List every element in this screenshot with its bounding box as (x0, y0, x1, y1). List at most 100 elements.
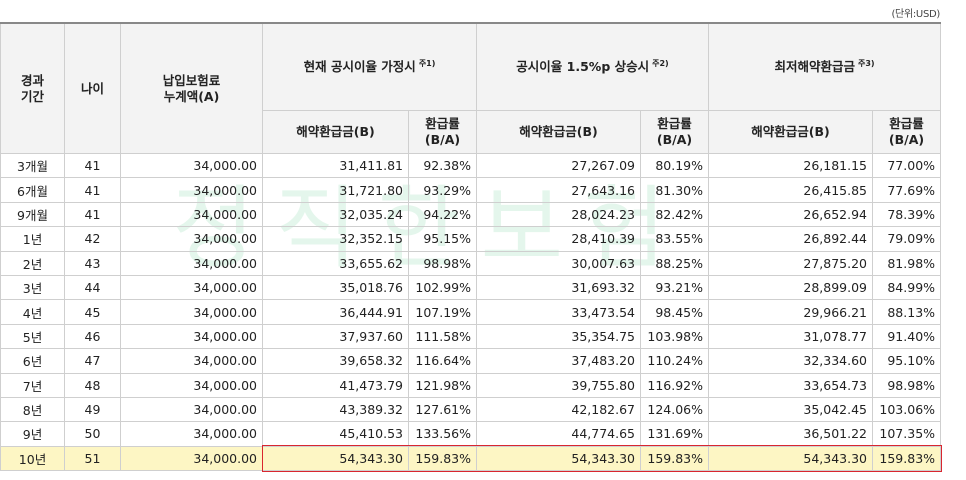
rate-current-cell: 127.61% (408, 396, 477, 423)
header-group-current: 현재 공시이율 가정시 주1) (262, 22, 477, 111)
period-cell: 5년 (0, 323, 65, 350)
header-period: 경과 기간 (0, 22, 65, 154)
rate-current-cell: 102.99% (408, 274, 477, 301)
age-cell: 41 (64, 177, 121, 203)
rate-rise-cell: 131.69% (639, 421, 710, 447)
header-rate-label: 환급률 (B/A) (424, 116, 461, 147)
rate-rise-cell: 83.55% (639, 226, 710, 252)
refund-minimum-cell: 29,966.21 (708, 299, 874, 325)
rate-current-cell: 116.64% (408, 348, 477, 374)
age-cell: 51 (64, 445, 121, 472)
group-label: 공시이율 1.5%p 상승시 (516, 59, 650, 74)
period-cell: 9년 (0, 421, 65, 447)
refund-rise-cell: 27,643.16 (476, 177, 641, 203)
refund-rise-cell: 33,473.54 (476, 299, 641, 325)
rate-current-cell: 95.15% (408, 226, 477, 252)
rate-rise-cell: 82.42% (639, 201, 710, 228)
age-cell: 46 (64, 323, 121, 350)
header-premium-label: 납입보험료 누계액(A) (162, 72, 221, 104)
age-cell: 48 (64, 372, 121, 398)
rate-minimum-cell: 159.83% (872, 445, 942, 472)
refund-current-cell: 31,411.81 (262, 152, 409, 179)
refund-minimum-cell: 28,899.09 (708, 274, 874, 301)
rate-current-cell: 98.98% (408, 250, 477, 276)
rate-current-cell: 92.38% (408, 152, 477, 179)
header-rate-label: 환급률 (B/A) (656, 116, 693, 147)
refund-minimum-cell: 33,654.73 (708, 372, 874, 398)
rate-rise-cell: 103.98% (639, 323, 710, 350)
table-row: 1년 42 34,000.00 32,352.15 95.15% 28,410.39 83.… (0, 226, 942, 252)
header-refund: 해약환급금(B) (708, 110, 874, 154)
rate-rise-cell: 88.25% (639, 250, 710, 276)
refund-table: 경과 기간 나이 납입보험료 누계액(A) 현재 공시이율 가정시 주1) 공시이… (0, 22, 942, 472)
refund-current-cell: 45,410.53 (262, 421, 409, 447)
header-premium: 납입보험료 누계액(A) (120, 22, 263, 154)
refund-minimum-cell: 31,078.77 (708, 323, 874, 350)
rate-current-cell: 93.29% (408, 177, 477, 203)
rate-minimum-cell: 81.98% (872, 250, 942, 276)
refund-rise-cell: 37,483.20 (476, 348, 641, 374)
age-cell: 49 (64, 396, 121, 423)
age-cell: 43 (64, 250, 121, 276)
refund-rise-cell: 42,182.67 (476, 396, 641, 423)
rate-current-cell: 159.83% (408, 445, 477, 472)
refund-minimum-cell: 36,501.22 (708, 421, 874, 447)
refund-minimum-cell: 26,652.94 (708, 201, 874, 228)
table-row: 6개월 41 34,000.00 31,721.80 93.29% 27,643.16 81… (0, 177, 942, 203)
age-cell: 45 (64, 299, 121, 325)
premium-cell: 34,000.00 (120, 299, 263, 325)
rate-minimum-cell: 84.99% (872, 274, 942, 301)
rate-minimum-cell: 77.69% (872, 177, 942, 203)
table-row: 9년 50 34,000.00 45,410.53 133.56% 44,774.65 13… (0, 421, 942, 447)
premium-cell: 34,000.00 (120, 226, 263, 252)
rate-minimum-cell: 78.39% (872, 201, 942, 228)
rate-minimum-cell: 103.06% (872, 396, 942, 423)
header-group-minimum: 최저해약환급금 주3) (708, 22, 942, 111)
rate-rise-cell: 81.30% (639, 177, 710, 203)
rate-minimum-cell: 98.98% (872, 372, 942, 398)
premium-cell: 34,000.00 (120, 177, 263, 203)
age-cell: 41 (64, 152, 121, 179)
table-row: 3년 44 34,000.00 35,018.76 102.99% 31,693.32 93… (0, 274, 942, 301)
period-cell: 3개월 (0, 152, 65, 179)
rate-current-cell: 111.58% (408, 323, 477, 350)
refund-current-cell: 39,658.32 (262, 348, 409, 374)
rate-minimum-cell: 77.00% (872, 152, 942, 179)
table-header: 경과 기간 나이 납입보험료 누계액(A) 현재 공시이율 가정시 주1) 공시이… (0, 22, 942, 154)
refund-current-cell: 32,035.24 (262, 201, 409, 228)
age-cell: 50 (64, 421, 121, 447)
age-cell: 47 (64, 348, 121, 374)
table-row: 5년 46 34,000.00 37,937.60 111.58% 35,354.75 10… (0, 323, 942, 350)
refund-rise-cell: 28,024.23 (476, 201, 641, 228)
premium-cell: 34,000.00 (120, 372, 263, 398)
refund-rise-cell: 54,343.30 (476, 445, 641, 472)
period-cell: 8년 (0, 396, 65, 423)
period-cell: 6년 (0, 348, 65, 374)
unit-label: (단위:USD) (891, 9, 940, 20)
footnote-marker: 주1) (418, 59, 436, 68)
refund-current-cell: 35,018.76 (262, 274, 409, 301)
refund-current-cell: 43,389.32 (262, 396, 409, 423)
refund-current-cell: 37,937.60 (262, 323, 409, 350)
refund-rise-cell: 27,267.09 (476, 152, 641, 179)
period-cell: 3년 (0, 274, 65, 301)
rate-minimum-cell: 91.40% (872, 323, 942, 350)
refund-rise-cell: 44,774.65 (476, 421, 641, 447)
rate-current-cell: 121.98% (408, 372, 477, 398)
rate-current-cell: 94.22% (408, 201, 477, 228)
rate-current-cell: 107.19% (408, 299, 477, 325)
refund-current-cell: 36,444.91 (262, 299, 409, 325)
header-refund: 해약환급금(B) (476, 110, 641, 154)
premium-cell: 34,000.00 (120, 201, 263, 228)
premium-cell: 34,000.00 (120, 152, 263, 179)
refund-minimum-cell: 54,343.30 (708, 445, 874, 472)
footnote-marker: 주3) (857, 59, 875, 68)
table-row: 7년 48 34,000.00 41,473.79 121.98% 39,755.80 11… (0, 372, 942, 398)
age-cell: 44 (64, 274, 121, 301)
premium-cell: 34,000.00 (120, 421, 263, 447)
refund-current-cell: 31,721.80 (262, 177, 409, 203)
refund-minimum-cell: 32,334.60 (708, 348, 874, 374)
period-cell: 9개월 (0, 201, 65, 228)
premium-cell: 34,000.00 (120, 348, 263, 374)
period-cell: 10년 (0, 445, 65, 472)
